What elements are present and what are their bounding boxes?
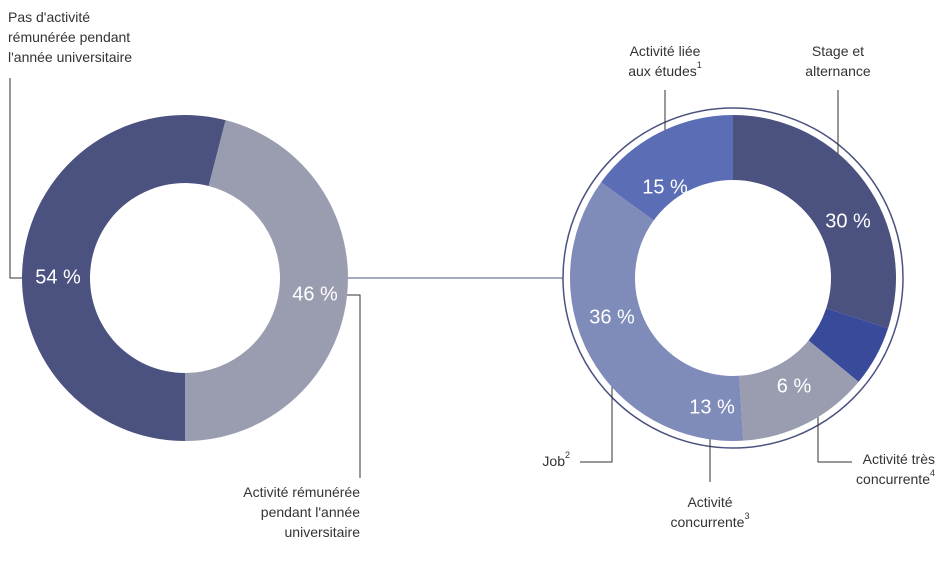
footnote: 2 (565, 450, 570, 460)
outer-ring (562, 107, 904, 449)
donut-slice (570, 182, 744, 441)
label-line: concurrente (856, 471, 930, 487)
donut-slice (733, 115, 896, 329)
slice-label: Activité liée aux études1 (628, 43, 702, 79)
donut-slice (739, 340, 859, 441)
donut-slice (185, 120, 348, 441)
footnote: 4 (930, 468, 935, 478)
leader-line (343, 294, 361, 478)
slice-label: Activité très concurrente4 (856, 451, 935, 487)
value-label: 54 % (35, 266, 81, 288)
footnote: 3 (744, 511, 749, 521)
label-line: pendant l'année (261, 504, 360, 520)
label-line: aux études (628, 63, 697, 79)
slice-label: Activité concurrente3 (671, 494, 750, 530)
label-line: Activité rémunérée (243, 484, 360, 500)
label-line: Job (542, 453, 565, 469)
donut-slice (22, 114, 226, 441)
label-line: rémunérée pendant (8, 29, 130, 45)
slice-label: Job2 (542, 450, 570, 468)
leader-line (817, 395, 852, 463)
leader-line (9, 78, 28, 279)
footnote: 1 (697, 60, 702, 70)
slice-label: Activité rémunérée pendant l'année univers… (243, 484, 360, 540)
donut-slice (601, 115, 733, 221)
slice-label: Pas d'activité rémunérée pendant l'année u… (8, 9, 132, 65)
label-line: Stage et (812, 43, 864, 59)
label-line: Activité liée (630, 43, 701, 59)
slice-label: Stage et alternance (805, 43, 871, 79)
value-label: 13 % (689, 396, 735, 418)
label-line: Activité (687, 494, 732, 510)
value-label: 36 % (589, 306, 635, 328)
value-label: 46 % (292, 283, 338, 305)
label-line: Pas d'activité (8, 9, 90, 25)
donut-slice (808, 308, 889, 382)
label-line: alternance (805, 63, 871, 79)
value-label: 30 % (825, 210, 871, 232)
label-line: Activité très (863, 451, 935, 467)
label-line: l'année universitaire (8, 49, 132, 65)
label-line: universitaire (285, 524, 361, 540)
label-line: concurrente (671, 514, 745, 530)
value-label: 15 % (642, 176, 688, 198)
value-label: 6 % (777, 375, 812, 397)
